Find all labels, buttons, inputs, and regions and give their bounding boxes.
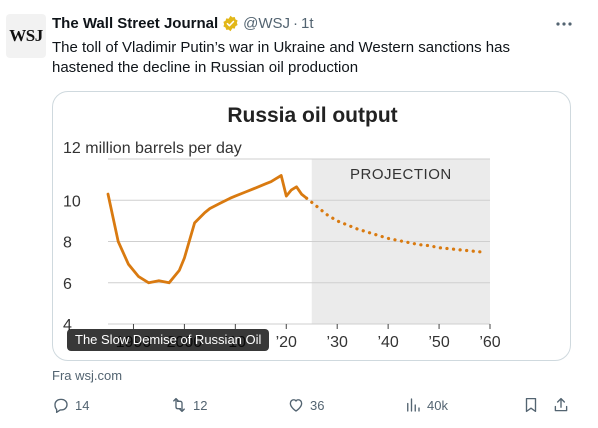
views-bars-icon (407, 398, 420, 412)
x-tick-label: ’40 (377, 334, 398, 351)
avatar[interactable]: WSJ (6, 14, 46, 58)
reply-icon (54, 398, 68, 414)
heart-icon (289, 399, 303, 412)
y-tick-label: 6 (63, 276, 72, 293)
y-tick-label: 4 (63, 317, 72, 334)
y-tick-label: 8 (63, 235, 72, 252)
x-tick-label: ’20 (276, 334, 297, 351)
more-options-button[interactable] (552, 14, 576, 34)
historical-series-line (106, 174, 309, 285)
chart-title: Russia oil output (227, 104, 397, 127)
tweet-header: The Wall Street Journal @WSJ · 1t (52, 15, 314, 32)
views-count: 40k (427, 397, 448, 413)
share-button[interactable] (552, 396, 570, 414)
x-tick-label: ’50 (428, 334, 449, 351)
x-tick-label: ’60 (479, 334, 500, 351)
like-count: 36 (310, 397, 325, 413)
timestamp[interactable]: 1t (301, 15, 314, 32)
card-source[interactable]: Fra wsj.com (52, 368, 123, 383)
projection-label: PROJECTION (350, 166, 452, 183)
like-button[interactable]: 36 (287, 396, 324, 414)
y-axis-label: 12 million barrels per day (63, 140, 242, 157)
action-bar: 14 12 36 40k (52, 396, 572, 416)
verified-badge-icon (223, 15, 238, 32)
reply-count: 14 (75, 397, 90, 413)
views-button[interactable]: 40k (404, 396, 448, 414)
separator-dot: · (293, 15, 299, 32)
y-tick-label: 10 (63, 193, 81, 210)
repost-icon (173, 397, 185, 413)
tweet-text: The toll of Vladimir Putin’s war in Ukra… (52, 39, 510, 76)
share-icon (554, 397, 568, 412)
repost-button[interactable]: 12 (170, 396, 207, 414)
reply-button[interactable]: 14 (52, 396, 89, 414)
x-tick-label: ’30 (327, 334, 348, 351)
card-caption: The Slow Demise of Russian Oil (67, 329, 270, 351)
bookmark-icon (525, 397, 537, 413)
handle[interactable]: @WSJ (243, 15, 291, 32)
projection-series-line (305, 196, 487, 254)
repost-count: 12 (193, 397, 208, 413)
more-dots-icon (556, 22, 572, 26)
display-name[interactable]: The Wall Street Journal (52, 15, 219, 32)
bookmark-button[interactable] (522, 396, 540, 414)
